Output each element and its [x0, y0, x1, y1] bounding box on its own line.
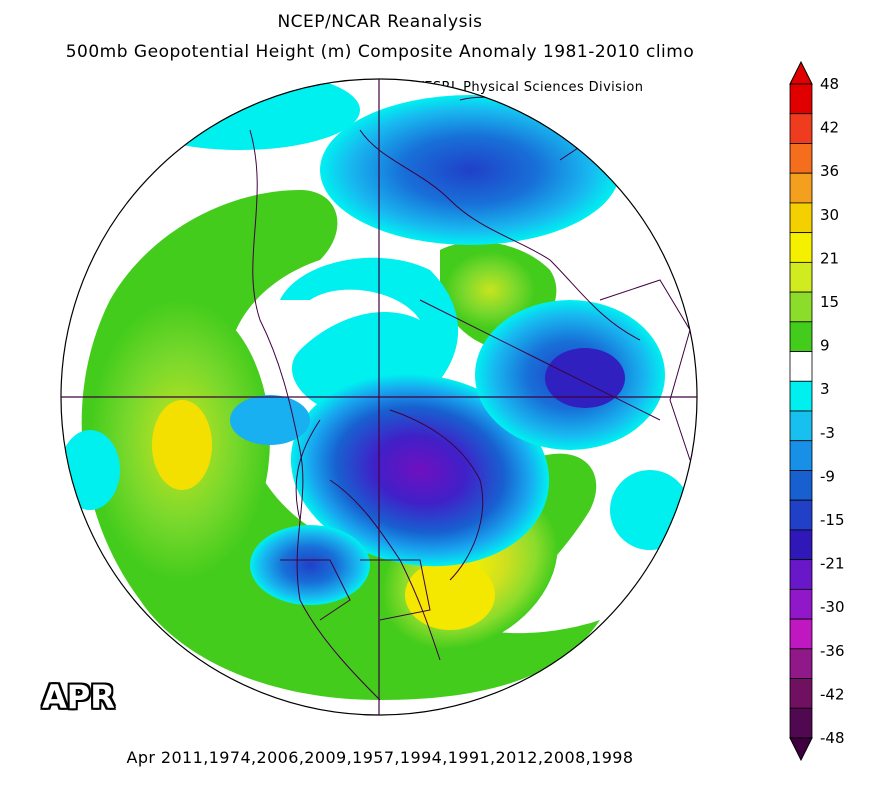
colorbar-tick-label: 48: [820, 75, 839, 93]
colorbar-tick-label: 36: [820, 162, 839, 180]
colorbar-tick-label: -36: [820, 642, 845, 660]
colorbar-tick-label: -30: [820, 598, 845, 616]
colorbar-tick-label: 21: [820, 249, 839, 267]
colorbar-segment: [789, 113, 813, 144]
colorbar-segment: [789, 202, 813, 234]
colorbar-segment: [789, 678, 813, 709]
colorbar-segment: [789, 380, 813, 412]
colorbar-segment: [789, 143, 813, 174]
colorbar-segment: [789, 470, 813, 501]
colorbar-tick-label: -48: [820, 729, 845, 747]
composite-years: Apr 2011,1974,2006,2009,1957,1994,1991,2…: [126, 748, 634, 767]
colorbar-segment: [789, 440, 813, 471]
colorbar-tick-label: 3: [820, 380, 830, 398]
negative-anomaly-core: [290, 373, 550, 567]
colorbar-segment: [789, 588, 813, 620]
chart-subtitle: 500mb Geopotential Height (m) Composite …: [65, 42, 695, 62]
colorbar-segment: [789, 291, 813, 323]
colorbar-tick-label: -15: [820, 511, 845, 529]
colorbar-segment: [789, 351, 813, 382]
colorbar-segment: [789, 83, 813, 115]
colorbar-segment: [789, 172, 813, 204]
colorbar-tick-label: -9: [820, 467, 835, 485]
colorbar-segment: [789, 559, 813, 590]
month-label: APR: [42, 678, 115, 716]
colorbar-tick-label: -42: [820, 685, 845, 703]
colorbar-segment: [789, 618, 813, 650]
colorbar-segment: [789, 232, 813, 263]
colorbar-segment: [789, 261, 813, 293]
colorbar-segment: [789, 648, 813, 679]
colorbar-segment: [789, 499, 813, 531]
colorbar-tick-label: 42: [820, 119, 839, 137]
colorbar-segment: [789, 410, 813, 442]
colorbar-tick-label: -3: [820, 424, 835, 442]
colorbar-max-arrow: [789, 60, 813, 85]
chart-title: NCEP/NCAR Reanalysis: [277, 12, 483, 32]
colorbar-tick-label: 15: [820, 293, 839, 311]
colorbar-tick-label: 9: [820, 337, 830, 355]
colorbar-segment: [789, 529, 813, 561]
colorbar-tick-label: 30: [820, 206, 839, 224]
colorbar-tick-label: -21: [820, 555, 845, 573]
colorbar-segment: [789, 321, 813, 352]
colorbar: 48 42 36 30 21 15 9 3 -3 -9 -15 -21 -30 -36 -42 -48: [789, 60, 845, 762]
colorbar-segment: [789, 707, 813, 739]
colorbar-min-arrow: [789, 737, 813, 762]
